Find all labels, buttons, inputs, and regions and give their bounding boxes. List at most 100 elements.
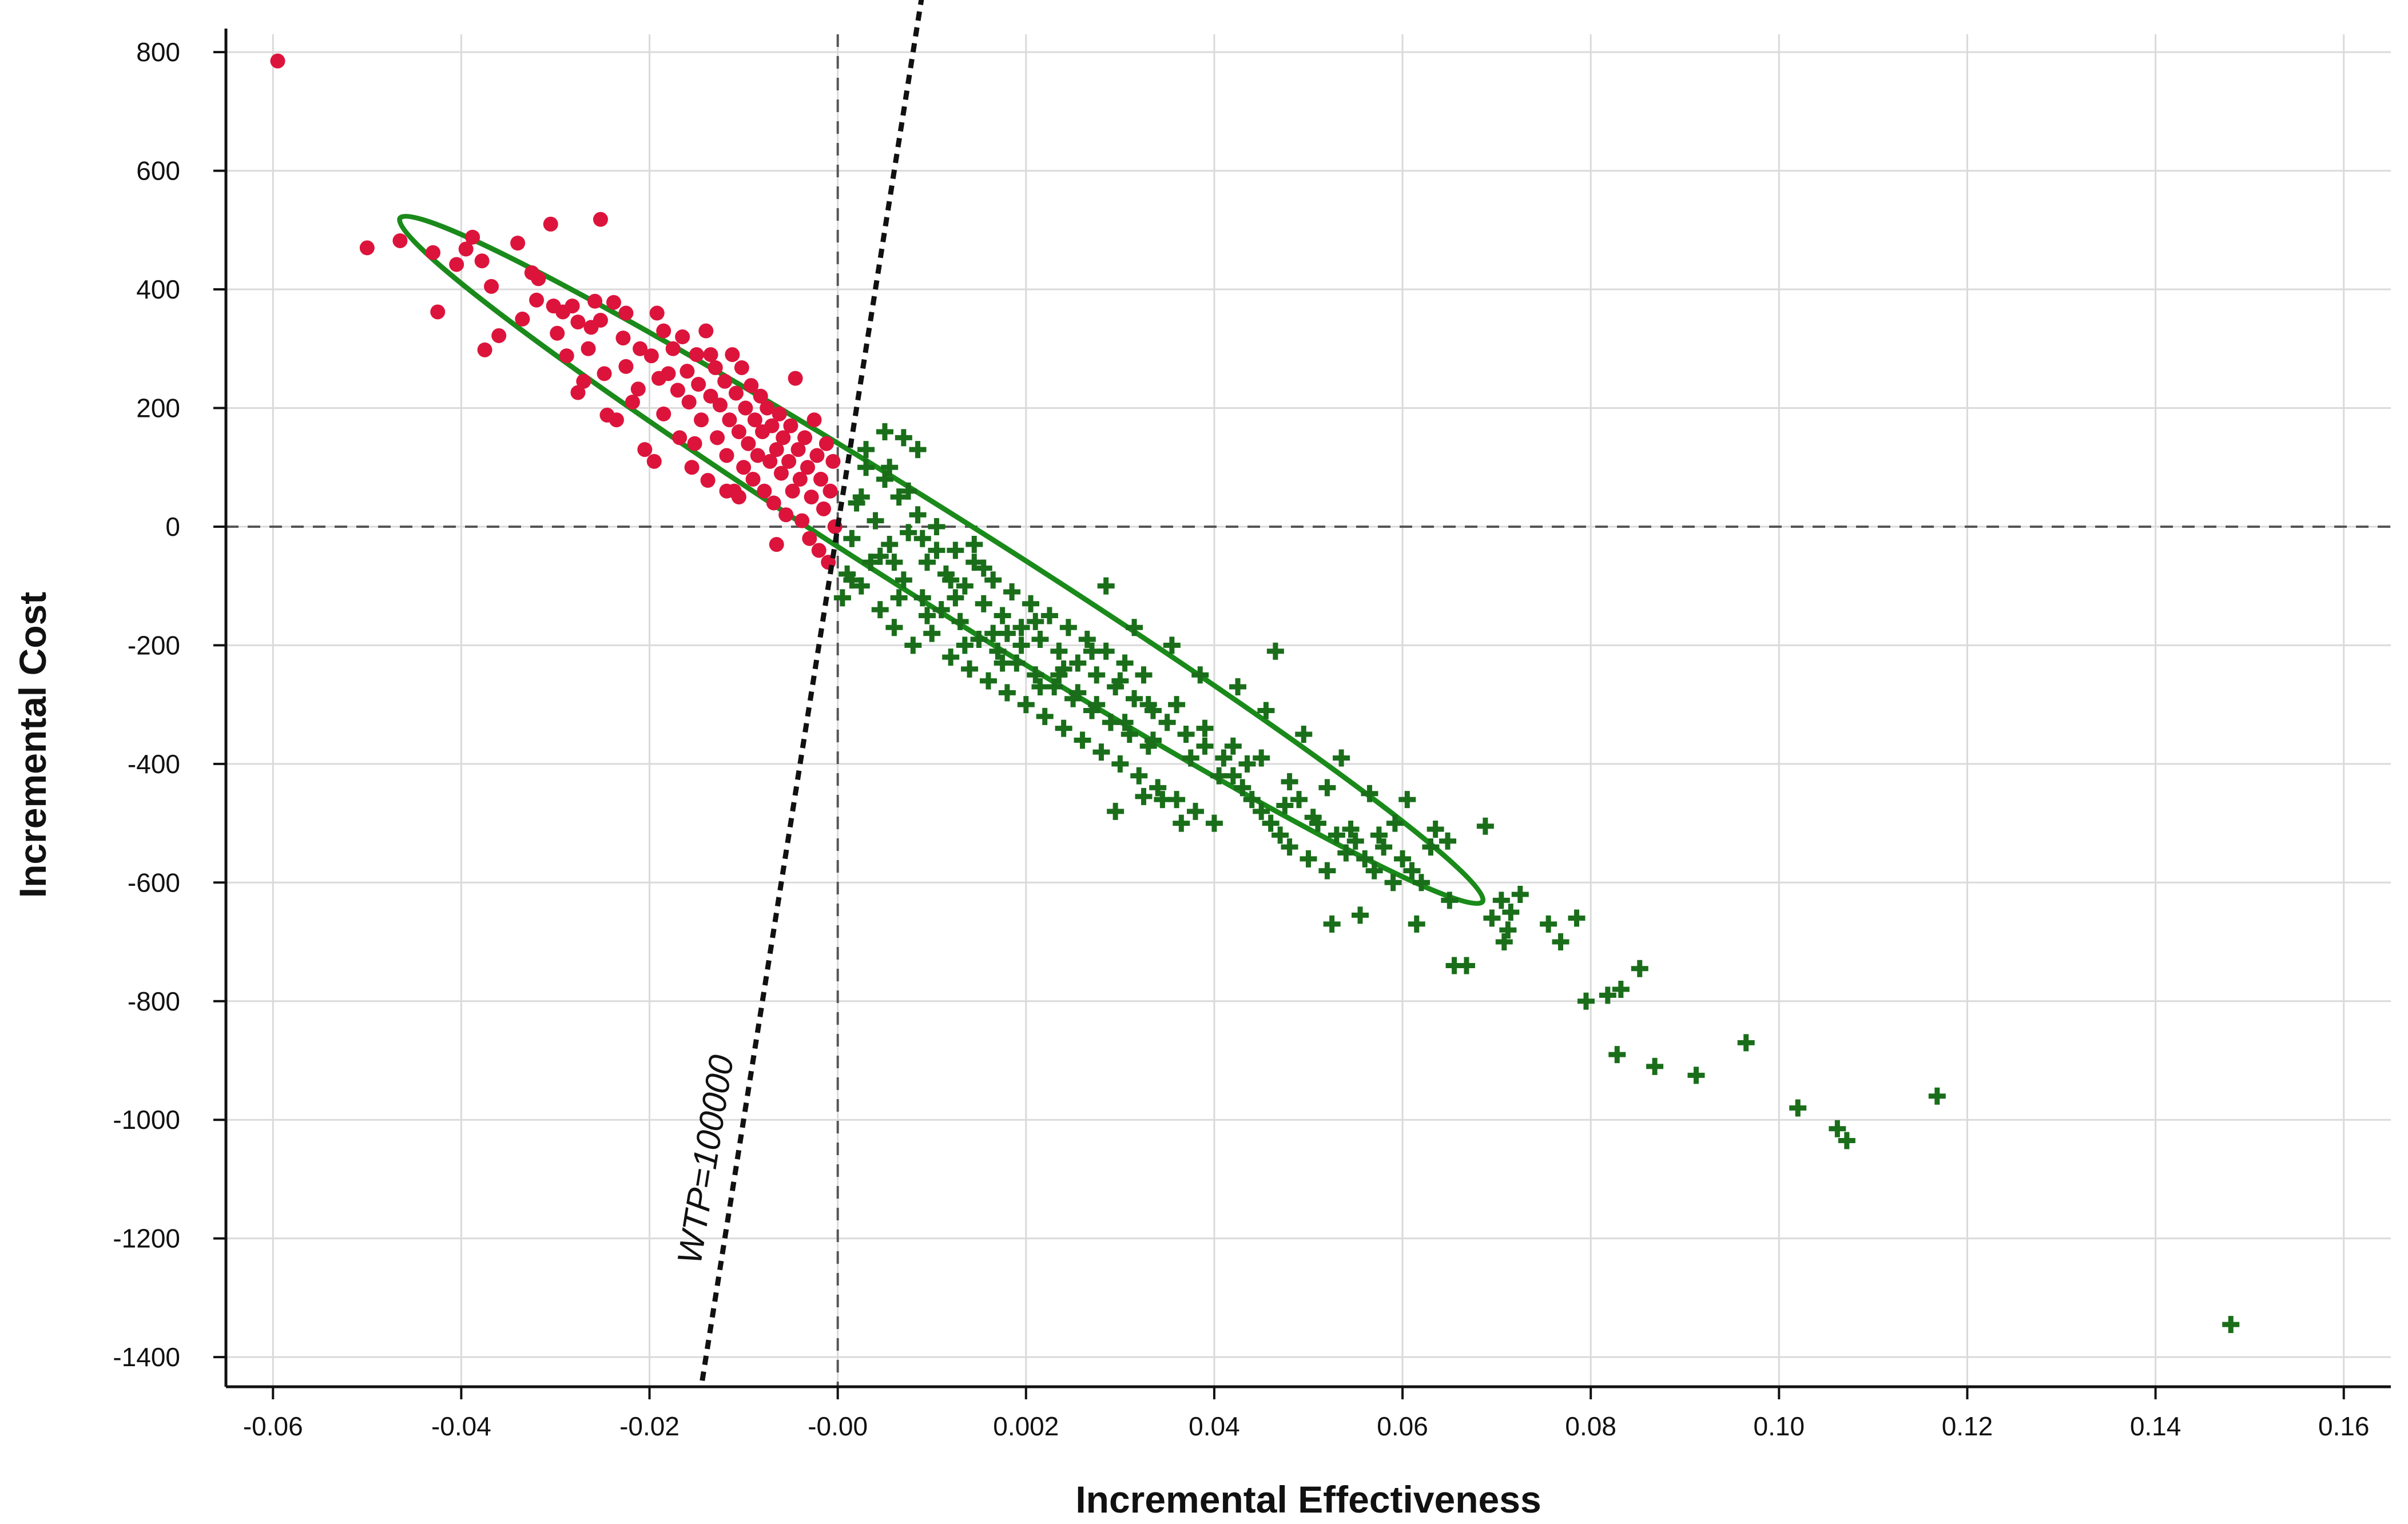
scatter-point-plus: [843, 530, 861, 547]
x-tick-label: 0.10: [1754, 1411, 1805, 1441]
x-tick-label: -0.02: [619, 1411, 680, 1441]
scatter-point-plus: [1439, 832, 1457, 850]
scatter-point-plus: [947, 589, 964, 607]
scatter-point-plus: [1069, 654, 1087, 672]
x-tick-label: 0.16: [2318, 1411, 2370, 1441]
scatter-point-plus: [1318, 862, 1336, 880]
scatter-point-circle: [515, 311, 530, 327]
scatter-point-circle: [717, 373, 733, 389]
scatter-point-plus: [1370, 826, 1388, 844]
scatter-point-plus: [1271, 826, 1289, 844]
scatter-point-plus: [1328, 826, 1345, 844]
confidence-ellipse: [397, 213, 1486, 906]
scatter-point-circle: [797, 430, 813, 445]
scatter-point-plus: [1262, 814, 1280, 832]
scatter-point-plus: [1386, 814, 1404, 832]
scatter-point-circle: [661, 366, 676, 381]
scatter-point-plus: [919, 607, 936, 624]
scatter-point-plus: [928, 518, 945, 535]
scatter-point-circle: [776, 430, 791, 445]
scatter-point-plus: [942, 571, 960, 589]
wtp-line: [698, 0, 924, 1387]
y-tick-label: 200: [136, 393, 180, 423]
scatter-point-plus: [998, 684, 1016, 702]
scatter-point-plus: [1243, 791, 1261, 809]
scatter-point-circle: [529, 292, 545, 308]
scatter-point-plus: [1540, 915, 1557, 933]
scatter-point-plus: [1352, 906, 1369, 924]
y-tick-label: 400: [136, 274, 180, 304]
scatter-point-plus: [1187, 802, 1205, 820]
x-axis-title: Incremental Effectiveness: [1075, 1478, 1541, 1521]
scatter-point-circle: [656, 406, 671, 421]
scatter-point-circle: [689, 347, 704, 363]
scatter-point-circle: [477, 342, 492, 357]
scatter-point-circle: [747, 412, 762, 428]
scatter-point-circle: [691, 376, 706, 392]
x-tick-label: 0.04: [1189, 1411, 1240, 1441]
scatter-point-circle: [643, 348, 659, 364]
axes: [224, 29, 2391, 1388]
scatter-point-circle: [559, 348, 574, 364]
scatter-point-plus: [876, 470, 893, 488]
scatter-point-plus: [1130, 767, 1148, 785]
scatter-point-circle: [804, 490, 819, 505]
scatter-point-circle: [790, 442, 806, 457]
scatter-point-plus: [909, 441, 927, 459]
scatter-point-plus: [1092, 743, 1110, 761]
scatter-point-circle: [825, 453, 841, 469]
scatter-point-circle: [712, 397, 728, 413]
scatter-point-circle: [764, 418, 780, 433]
scatter-point-circle: [550, 325, 565, 341]
x-tick-label: -0.00: [808, 1411, 868, 1441]
scatter-point-circle: [609, 412, 624, 428]
scatter-point-plus: [1290, 791, 1308, 809]
scatter-point-plus: [1120, 725, 1138, 743]
scatter-point-plus: [1238, 755, 1256, 773]
scatter-point-plus: [890, 589, 908, 607]
scatter-point-plus: [1191, 666, 1209, 684]
scatter-point-plus: [947, 542, 964, 559]
scatter-point-plus: [900, 482, 917, 500]
scatter-point-circle: [728, 385, 744, 401]
scatter-point-plus: [1492, 892, 1510, 909]
scatter-point-circle: [773, 465, 789, 481]
scatter-point-circle: [769, 537, 784, 552]
wtp-label: WTP=100000: [670, 1052, 741, 1267]
scatter-point-plus: [975, 559, 992, 577]
scatter-point-plus: [900, 524, 917, 542]
scatter-point-circle: [543, 216, 558, 232]
scatter-point-plus: [1111, 755, 1129, 773]
scatter-point-plus: [970, 631, 988, 648]
scatter-point-circle: [681, 395, 697, 410]
scatter-point-plus: [1126, 690, 1143, 707]
scatter-point-circle: [811, 543, 826, 558]
scatter-point-plus: [1422, 838, 1440, 856]
y-tick-label: -1200: [113, 1224, 180, 1254]
scatter-point-plus: [1568, 909, 1586, 927]
scatter-point-plus: [1457, 957, 1475, 974]
scatter-point-circle: [722, 412, 737, 428]
scatter-point-plus: [1384, 874, 1402, 892]
scatter-point-circle: [806, 412, 822, 428]
scatter-point-plus: [909, 506, 927, 524]
scatter-point-plus: [1365, 862, 1383, 880]
scatter-point-circle: [465, 229, 480, 245]
scatter-point-plus: [1074, 731, 1091, 749]
scatter-point-circle: [703, 347, 718, 363]
scatter-point-plus: [965, 536, 983, 554]
scatter-point-plus: [961, 660, 979, 678]
scatter-point-plus: [1257, 702, 1275, 719]
scatter-point-plus: [1612, 981, 1630, 998]
scatter-point-plus: [1838, 1132, 1855, 1149]
y-tick-label: -200: [128, 630, 180, 660]
scatter-point-plus: [1135, 666, 1153, 684]
scatter-point-plus: [1281, 773, 1298, 790]
scatter-point-circle: [270, 53, 285, 69]
scatter-point-plus: [1687, 1067, 1705, 1084]
scatter-point-plus: [928, 542, 945, 559]
scatter-point-plus: [904, 636, 922, 654]
scatter-point-plus: [833, 589, 851, 607]
scatter-point-plus: [1135, 787, 1153, 805]
scatter-point-circle: [813, 471, 829, 487]
